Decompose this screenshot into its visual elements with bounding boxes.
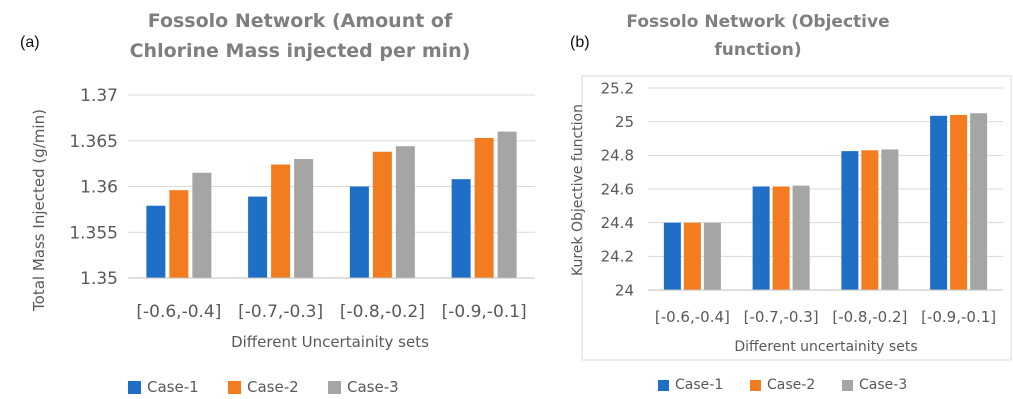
legend-label: Case-2: [767, 377, 815, 393]
legend-label: Case-3: [859, 377, 907, 393]
legend-swatch: [228, 381, 241, 394]
legend-swatch: [128, 381, 141, 394]
legend-label: Case-2: [247, 378, 299, 396]
x-axis-title: Different Uncertainity sets: [231, 333, 429, 351]
legend-swatch: [842, 380, 853, 391]
bar-case-3: [192, 172, 212, 278]
bar-case-3: [395, 146, 415, 278]
chart-title-line: function): [714, 40, 801, 60]
bar-case-3: [294, 159, 314, 278]
panel-label: (b): [570, 34, 590, 51]
y-tick-label: 1.365: [69, 132, 118, 152]
bar-case-2: [683, 222, 701, 290]
legend-swatch: [328, 381, 341, 394]
x-tick-label: [-0.6,-0.4]: [136, 302, 221, 322]
legend-label: Case-3: [347, 378, 399, 396]
bar-case-1: [930, 115, 948, 291]
y-tick-label: 24.6: [601, 180, 634, 198]
bar-case-2: [474, 138, 494, 278]
bar-case-1: [663, 222, 681, 290]
y-axis-title: Kurek Objective function: [570, 104, 586, 276]
bar-case-3: [881, 149, 899, 290]
bar-case-3: [703, 222, 721, 290]
legend-label: Case-1: [675, 377, 723, 393]
x-tick-label: [-0.9,-0.1]: [442, 302, 527, 322]
bar-case-2: [372, 151, 392, 278]
bar-case-1: [841, 151, 859, 290]
bar-case-3: [970, 113, 988, 290]
x-tick-label: [-0.8,-0.2]: [340, 302, 425, 322]
y-tick-label: 24.8: [601, 147, 634, 165]
x-tick-label: [-0.9,-0.1]: [921, 308, 996, 326]
bar-case-1: [248, 196, 268, 278]
y-axis-title: Total Mass Injected (g/min): [30, 109, 48, 312]
y-tick-label: 1.37: [80, 86, 118, 106]
y-tick-label: 1.35: [80, 269, 118, 289]
x-tick-label: [-0.7,-0.3]: [744, 308, 819, 326]
x-tick-label: [-0.6,-0.4]: [655, 308, 730, 326]
y-tick-label: 24.2: [601, 248, 634, 266]
bar-case-2: [169, 190, 189, 278]
bar-case-2: [861, 150, 879, 290]
bar-case-1: [146, 205, 166, 278]
chart-title-line: Fossolo Network (Amount of: [148, 10, 453, 32]
bar-case-1: [752, 186, 770, 290]
chart-panel-a: (a) Fossolo Network (Amount of Chlorine M…: [20, 10, 535, 396]
legend-label: Case-1: [147, 378, 199, 396]
y-tick-label: 24: [615, 281, 634, 299]
x-axis-title: Different uncertainity sets: [734, 339, 917, 355]
y-tick-label: 1.36: [80, 178, 118, 198]
y-tick-label: 24.4: [601, 214, 634, 232]
legend-swatch: [658, 380, 669, 391]
y-tick-label: 1.355: [69, 223, 118, 243]
chart-border: [581, 75, 1012, 361]
chart-title-line: Fossolo Network (Objective: [626, 12, 889, 32]
bar-case-2: [950, 114, 968, 290]
y-tick-label: 25.2: [601, 79, 634, 97]
chart-title-line: Chlorine Mass injected per min): [130, 40, 471, 62]
panel-label: (a): [20, 34, 40, 51]
chart-panel-b: (b) Fossolo Network (Objective function) 2…: [548, 0, 1013, 399]
bar-case-1: [451, 179, 471, 278]
bar-case-1: [349, 186, 369, 278]
bar-case-2: [772, 186, 790, 290]
legend-swatch: [750, 380, 761, 391]
chart-a-svg: Fossolo Network (Amount of Chlorine Mass …: [30, 10, 535, 396]
bar-case-3: [792, 185, 810, 290]
x-tick-label: [-0.8,-0.2]: [832, 308, 907, 326]
x-tick-label: [-0.7,-0.3]: [238, 302, 323, 322]
bar-case-2: [271, 164, 291, 278]
y-tick-label: 25: [615, 113, 634, 131]
bar-case-3: [497, 131, 517, 278]
chart-b-svg: Fossolo Network (Objective function) 24 24.…: [570, 12, 1012, 393]
